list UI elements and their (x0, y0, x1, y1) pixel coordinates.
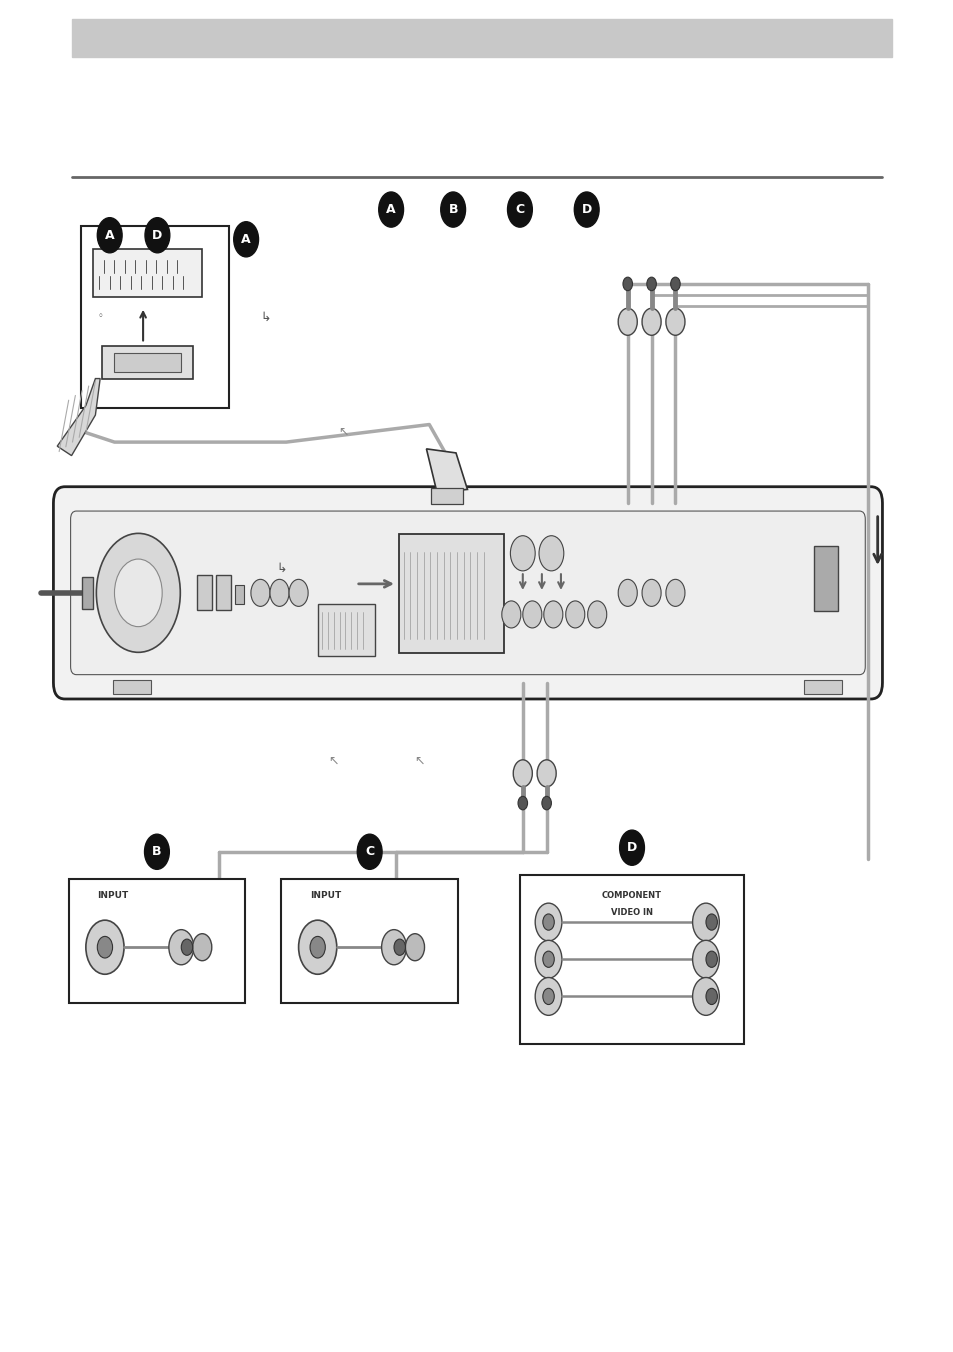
Circle shape (692, 903, 719, 941)
Circle shape (705, 952, 717, 968)
FancyBboxPatch shape (317, 604, 375, 656)
Text: ↳: ↳ (275, 561, 287, 575)
FancyBboxPatch shape (813, 546, 837, 611)
Circle shape (541, 796, 551, 810)
FancyBboxPatch shape (398, 534, 503, 653)
Circle shape (692, 941, 719, 979)
Circle shape (543, 600, 562, 627)
Circle shape (356, 834, 381, 869)
FancyBboxPatch shape (113, 353, 181, 372)
Circle shape (96, 534, 180, 652)
Circle shape (405, 934, 424, 961)
FancyBboxPatch shape (281, 879, 457, 1003)
Circle shape (618, 579, 637, 606)
Circle shape (289, 579, 308, 606)
Circle shape (646, 277, 656, 291)
FancyBboxPatch shape (69, 879, 245, 1003)
Circle shape (169, 930, 193, 965)
FancyBboxPatch shape (803, 680, 841, 694)
Circle shape (587, 600, 606, 627)
Text: ◦: ◦ (97, 311, 103, 322)
Text: A: A (241, 233, 251, 246)
FancyBboxPatch shape (53, 487, 882, 699)
Circle shape (542, 952, 554, 968)
Circle shape (513, 760, 532, 787)
FancyBboxPatch shape (196, 576, 212, 611)
Circle shape (440, 192, 465, 227)
FancyBboxPatch shape (234, 584, 244, 603)
Circle shape (535, 903, 561, 941)
Text: D: D (626, 841, 637, 854)
Circle shape (381, 930, 406, 965)
Text: ↖: ↖ (337, 426, 349, 439)
Circle shape (542, 914, 554, 930)
Text: INPUT: INPUT (97, 891, 129, 899)
Text: D: D (581, 203, 591, 216)
FancyBboxPatch shape (215, 576, 231, 611)
Circle shape (193, 934, 212, 961)
Circle shape (665, 579, 684, 606)
Circle shape (501, 600, 520, 627)
Circle shape (517, 796, 527, 810)
Text: ↖: ↖ (328, 754, 339, 768)
Circle shape (618, 308, 637, 335)
Circle shape (114, 560, 162, 626)
Circle shape (641, 308, 660, 335)
Circle shape (97, 218, 122, 253)
Circle shape (507, 192, 532, 227)
Text: ↳: ↳ (259, 311, 271, 323)
Circle shape (535, 941, 561, 979)
Circle shape (145, 218, 170, 253)
Text: C: C (365, 845, 374, 859)
Circle shape (641, 579, 660, 606)
FancyBboxPatch shape (82, 576, 93, 608)
Circle shape (670, 277, 679, 291)
Text: C: C (515, 203, 524, 216)
Text: B: B (152, 845, 161, 859)
Bar (71, 19, 891, 57)
Text: VIDEO IN: VIDEO IN (610, 909, 653, 917)
Circle shape (394, 940, 405, 956)
FancyBboxPatch shape (102, 346, 193, 379)
Circle shape (692, 977, 719, 1015)
Circle shape (181, 940, 193, 956)
Circle shape (310, 937, 325, 959)
Circle shape (298, 921, 336, 975)
Circle shape (270, 579, 289, 606)
FancyBboxPatch shape (81, 226, 229, 408)
Circle shape (665, 308, 684, 335)
Circle shape (705, 988, 717, 1005)
Text: D: D (152, 228, 162, 242)
Circle shape (510, 535, 535, 571)
FancyBboxPatch shape (519, 875, 743, 1044)
Circle shape (144, 834, 169, 869)
Circle shape (705, 914, 717, 930)
Circle shape (86, 921, 124, 975)
Circle shape (622, 277, 632, 291)
Circle shape (537, 760, 556, 787)
Circle shape (565, 600, 584, 627)
Text: INPUT: INPUT (310, 891, 341, 899)
Circle shape (522, 600, 541, 627)
Circle shape (97, 937, 112, 959)
Circle shape (535, 977, 561, 1015)
FancyBboxPatch shape (431, 488, 462, 504)
Circle shape (619, 830, 644, 865)
Text: A: A (105, 228, 114, 242)
FancyBboxPatch shape (71, 511, 864, 675)
Circle shape (251, 579, 270, 606)
Text: A: A (386, 203, 395, 216)
FancyBboxPatch shape (112, 680, 151, 694)
Circle shape (538, 535, 563, 571)
Text: COMPONENT: COMPONENT (601, 891, 661, 899)
Text: ↖: ↖ (414, 754, 425, 768)
Text: B: B (448, 203, 457, 216)
FancyBboxPatch shape (92, 249, 202, 297)
Circle shape (542, 988, 554, 1005)
Circle shape (574, 192, 598, 227)
Circle shape (233, 222, 258, 257)
Circle shape (378, 192, 403, 227)
Polygon shape (57, 379, 100, 456)
Polygon shape (426, 449, 467, 492)
